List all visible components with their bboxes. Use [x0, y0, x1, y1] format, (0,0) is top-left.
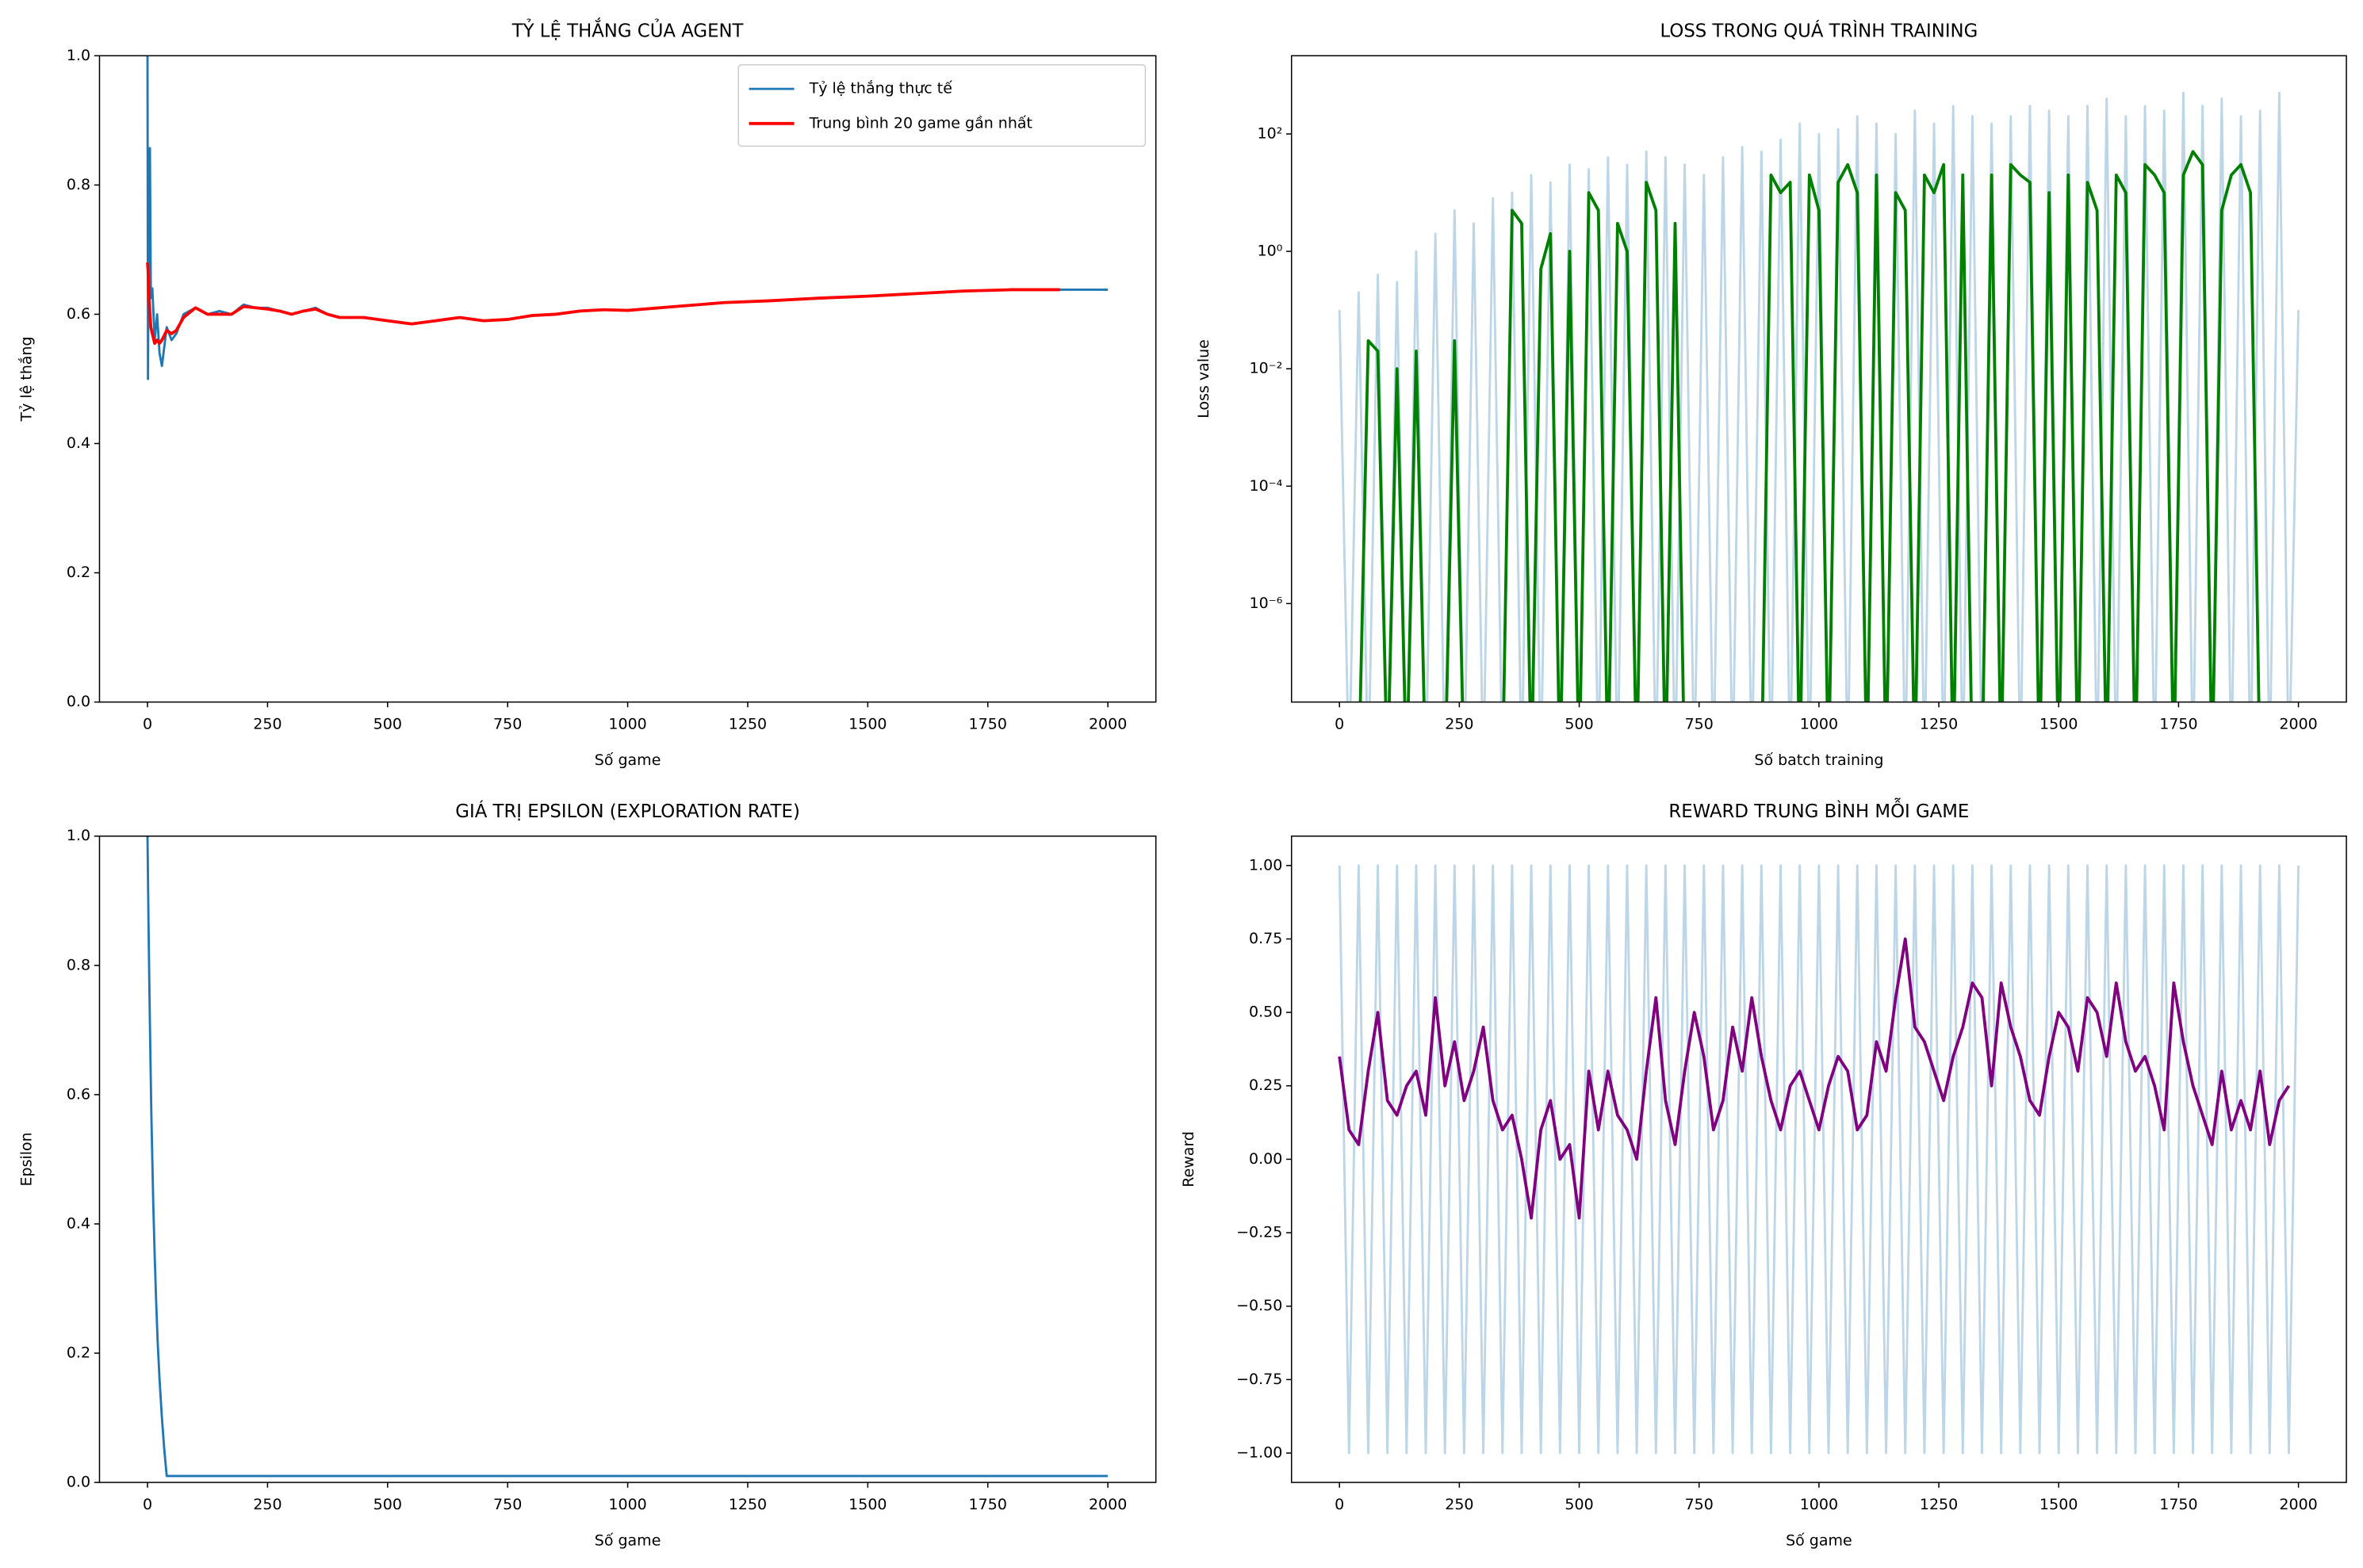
x-tick-label: 500 — [373, 716, 402, 733]
legend-box — [737, 63, 1147, 147]
subplot-title: REWARD TRUNG BÌNH MỖI GAME — [1668, 797, 1969, 822]
x-tick-label: 500 — [1564, 1496, 1593, 1513]
x-tick-label: 0 — [1335, 716, 1344, 733]
y-tick-label: 0.8 — [67, 956, 90, 973]
x-tick-label: 750 — [1685, 1496, 1714, 1513]
x-tick-label: 1750 — [2159, 716, 2197, 733]
x-tick-label: 1000 — [608, 1496, 646, 1513]
x-tick-label: 1500 — [2039, 1496, 2078, 1513]
x-tick-label: 750 — [1685, 716, 1714, 733]
x-tick-label: 1250 — [1920, 716, 1958, 733]
x-tick-label: 1500 — [848, 716, 887, 733]
y-tick-label: 0.50 — [1249, 1004, 1282, 1021]
x-tick-label: 250 — [253, 716, 281, 733]
x-tick-label: 750 — [493, 716, 522, 733]
series-line — [146, 262, 1060, 346]
subplot-title: LOSS TRONG QUÁ TRÌNH TRAINING — [1660, 19, 1978, 41]
y-tick-label: 1.0 — [67, 827, 90, 844]
y-tick-label: 0.6 — [67, 305, 90, 323]
series-line — [1358, 150, 2261, 702]
y-axis-label: Tỷ lệ thắng — [17, 336, 36, 422]
y-axis-label: Loss value — [1195, 339, 1212, 419]
x-tick-label: 1750 — [969, 716, 1007, 733]
y-tick-label: 0.4 — [67, 1214, 90, 1232]
x-tick-label: 1000 — [1800, 1496, 1838, 1513]
subplot-title: TỶ LỆ THẮNG CỦA AGENT — [511, 17, 744, 41]
y-tick-label: 10⁻⁶ — [1250, 595, 1283, 612]
x-tick-label: 1750 — [969, 1496, 1007, 1513]
y-tick-label: 0.8 — [67, 176, 90, 193]
x-axis-label: Số batch training — [1754, 751, 1883, 769]
x-tick-label: 2000 — [1089, 1496, 1127, 1513]
x-tick-label: 1250 — [1920, 1496, 1958, 1513]
plot-area — [146, 836, 1109, 1478]
x-axis-label: Số game — [595, 751, 661, 769]
y-tick-label: 10² — [1258, 124, 1283, 142]
y-tick-label: −0.75 — [1236, 1371, 1282, 1388]
x-tick-label: 750 — [493, 1496, 522, 1513]
x-tick-label: 1000 — [608, 716, 646, 733]
y-tick-label: 0.6 — [67, 1085, 90, 1103]
x-tick-label: 250 — [1445, 1496, 1473, 1513]
x-axis-label: Số game — [595, 1532, 661, 1550]
y-tick-label: 1.0 — [67, 47, 90, 64]
subplot: 0 250 500 750 1000 1250 1500 1750 2000 −1.00 −0.75… — [1180, 797, 2347, 1550]
y-tick-label: 10⁻² — [1250, 360, 1283, 377]
x-tick-label: 2000 — [2279, 1496, 2317, 1513]
legend: Tỷ lệ thắng thực tế Trung bình 20 game gầ… — [737, 63, 1147, 147]
subplot: 0 250 500 750 1000 1250 1500 1750 2000 0.0 0.2 0.4 0… — [17, 17, 1157, 769]
x-tick-label: 1250 — [729, 716, 767, 733]
y-tick-label: 0.00 — [1249, 1150, 1282, 1168]
x-tick-label: 250 — [1445, 716, 1473, 733]
x-tick-label: 0 — [143, 1496, 152, 1513]
series-line — [1338, 864, 2300, 1455]
y-tick-label: 0.2 — [67, 1344, 90, 1361]
y-tick-label: −1.00 — [1236, 1444, 1282, 1461]
y-axis-label: Epsilon — [18, 1132, 36, 1186]
x-tick-label: 2000 — [1089, 716, 1127, 733]
x-tick-label: 1500 — [848, 1496, 887, 1513]
series-line — [1338, 937, 2291, 1220]
x-tick-label: 500 — [1564, 716, 1593, 733]
y-tick-label: 10⁻⁴ — [1250, 477, 1283, 495]
x-tick-label: 1500 — [2039, 716, 2078, 733]
x-tick-label: 1250 — [729, 1496, 767, 1513]
series-line — [146, 836, 1109, 1478]
x-tick-label: 250 — [253, 1496, 281, 1513]
x-tick-label: 2000 — [2279, 716, 2317, 733]
y-axis-label: Reward — [1180, 1131, 1197, 1187]
y-tick-label: 0.2 — [67, 564, 90, 581]
y-tick-label: 1.00 — [1249, 856, 1282, 874]
x-tick-label: 0 — [143, 716, 152, 733]
y-tick-label: 0.25 — [1249, 1077, 1282, 1094]
plot-area — [146, 55, 1109, 381]
y-tick-label: 0.0 — [67, 1474, 90, 1491]
x-tick-label: 1750 — [2159, 1496, 2197, 1513]
y-tick-label: 0.0 — [67, 693, 90, 710]
x-axis-label: Số game — [1786, 1532, 1852, 1550]
x-tick-label: 1000 — [1800, 716, 1838, 733]
y-tick-label: −0.25 — [1236, 1224, 1282, 1241]
y-tick-label: −0.50 — [1236, 1297, 1282, 1314]
subplot-title: GIÁ TRỊ EPSILON (EXPLORATION RATE) — [455, 800, 800, 822]
legend-label: Tỷ lệ thắng thực tế — [809, 79, 953, 98]
subplot: 0 250 500 750 1000 1250 1500 1750 2000 0.0 0.2 0.4 0… — [18, 800, 1157, 1550]
y-tick-label: 0.75 — [1249, 930, 1282, 947]
y-tick-label: 0.4 — [67, 434, 90, 452]
x-tick-label: 500 — [373, 1496, 402, 1513]
y-tick-label: 10⁰ — [1258, 243, 1283, 260]
legend-label: Trung bình 20 game gần nhất — [809, 114, 1032, 132]
x-tick-label: 0 — [1335, 1496, 1344, 1513]
plot-area — [1338, 864, 2300, 1455]
plot-area — [1338, 91, 2300, 702]
subplot: 0 250 500 750 1000 1250 1500 1750 2000 10⁻⁶ 10⁻⁴ 10… — [1195, 19, 2347, 769]
